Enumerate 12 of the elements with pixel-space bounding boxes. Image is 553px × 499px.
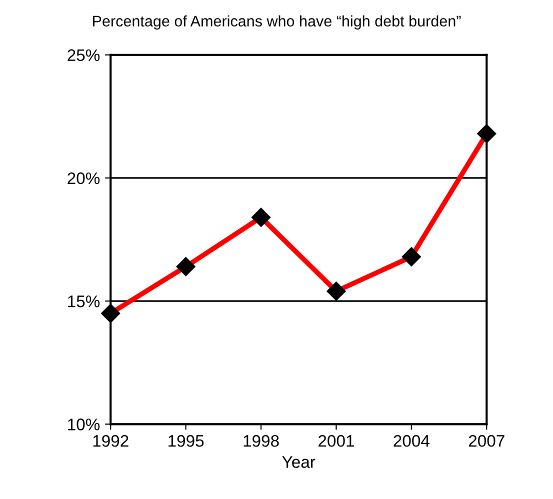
chart-title: Percentage of Americans who have “high debt burden” bbox=[93, 15, 461, 30]
x-axis-title: Year bbox=[282, 456, 316, 468]
y-tick-label: 15% bbox=[68, 296, 100, 308]
x-tick-label: 1995 bbox=[168, 435, 204, 447]
y-tick-label: 20% bbox=[68, 172, 100, 184]
x-tick-label: 1998 bbox=[244, 435, 279, 447]
y-tick-label: 25% bbox=[68, 49, 100, 62]
y-tick-label: 10% bbox=[68, 418, 100, 430]
x-tick-label: 2004 bbox=[394, 435, 430, 447]
x-tick-label: 1992 bbox=[93, 435, 128, 447]
x-tick-label: 2001 bbox=[318, 435, 354, 447]
x-tick-label: 2007 bbox=[468, 435, 504, 447]
